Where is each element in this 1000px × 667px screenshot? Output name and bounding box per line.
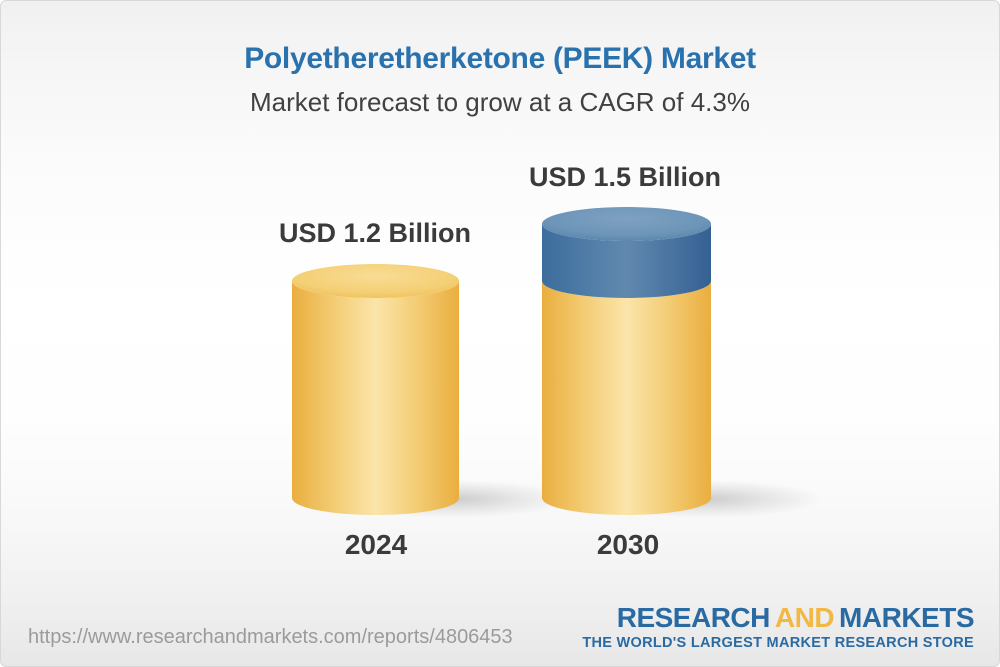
category-label-2024: 2024 <box>344 529 408 560</box>
category-label-2030: 2030 <box>596 529 660 560</box>
value-label-2030: USD 1.5 Billion <box>528 162 722 192</box>
chart-title: Polyetheretherketone (PEEK) Market <box>244 42 756 75</box>
brand-logo-tagline: THE WORLD'S LARGEST MARKET RESEARCH STOR… <box>582 635 974 651</box>
bar-2030-cylinder <box>542 207 711 515</box>
chart-subtitle: Market forecast to grow at a CAGR of 4.3… <box>250 87 750 117</box>
bar-2024-cylinder <box>292 264 460 515</box>
logo-word-markets: MARKETS <box>839 602 974 633</box>
logo-word-research: RESEARCH <box>616 602 771 633</box>
value-label-2024: USD 1.2 Billion <box>278 218 472 248</box>
brand-logo-wordmark: RESEARCH AND MARKETS <box>582 602 975 633</box>
report-url: https://www.researchandmarkets.com/repor… <box>28 626 513 648</box>
logo-word-and: AND <box>774 602 835 633</box>
brand-logo: RESEARCH AND MARKETS THE WORLD'S LARGEST M… <box>582 602 975 652</box>
